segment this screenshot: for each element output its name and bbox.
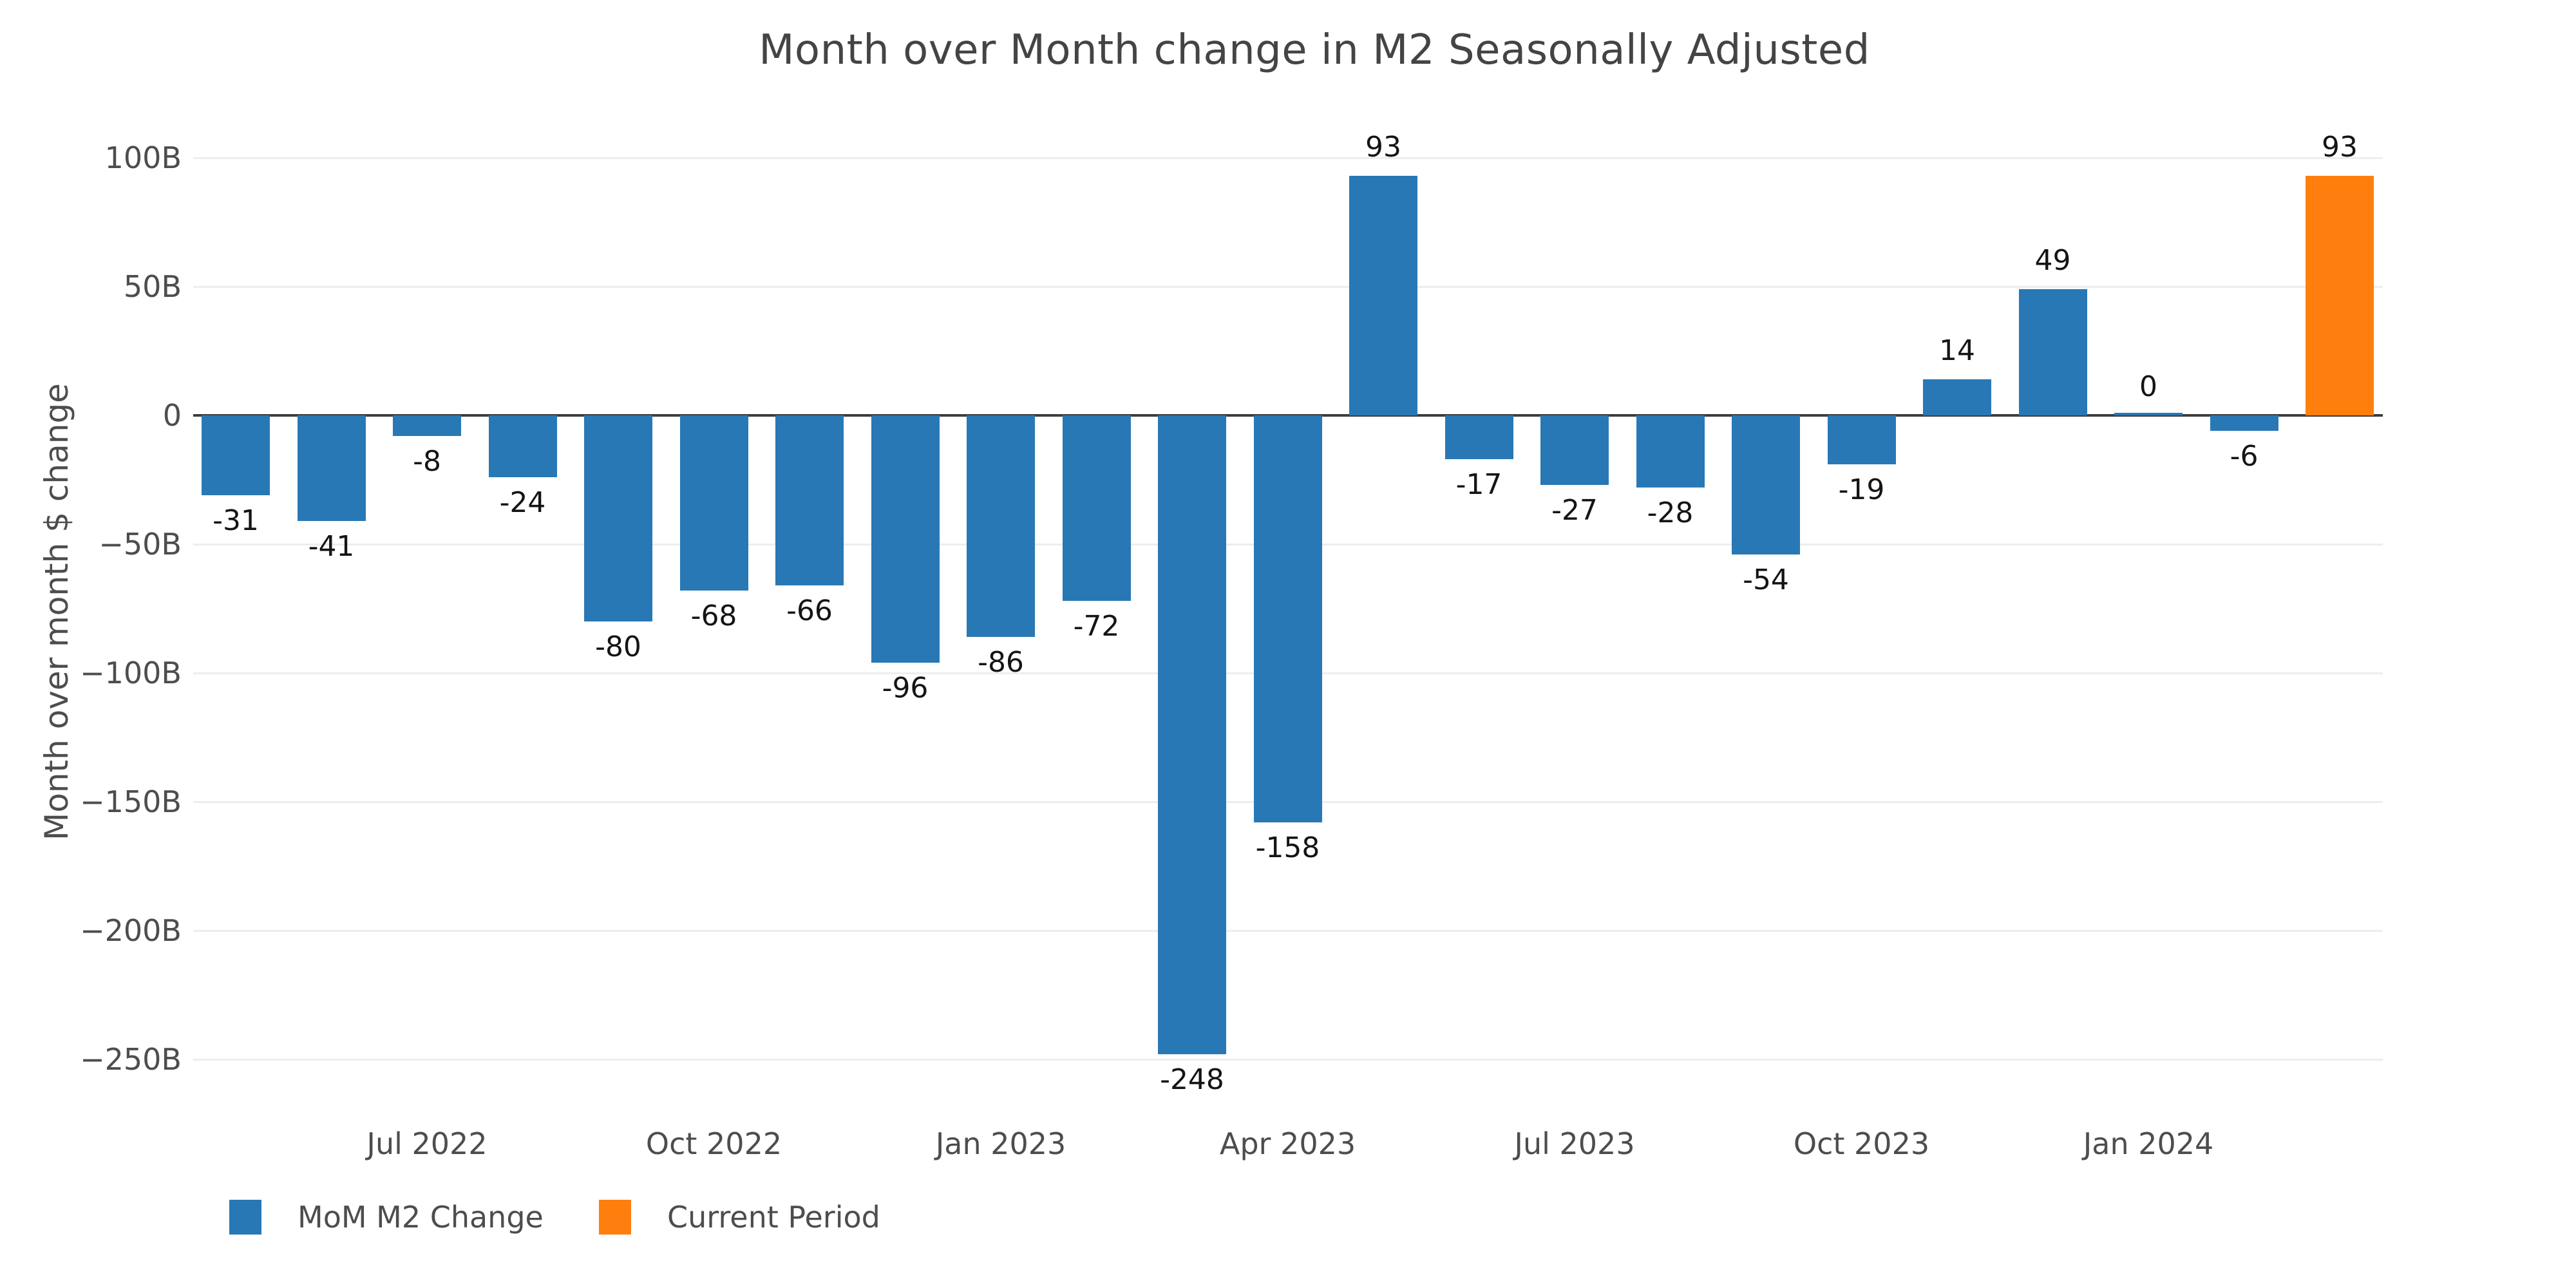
y-axis-tick-label: −100B	[80, 656, 182, 690]
chart-title: Month over Month change in M2 Seasonally…	[759, 26, 1870, 74]
bar-value-label: -248	[1160, 1063, 1224, 1096]
bar-value-label: -86	[978, 646, 1024, 679]
bar	[1732, 415, 1800, 554]
x-axis-tick-label: Oct 2022	[645, 1126, 782, 1161]
bar-value-label: 93	[1365, 131, 1401, 164]
bar	[2114, 413, 2183, 415]
y-axis-tick-label: 0	[162, 398, 182, 433]
bar	[1158, 415, 1226, 1054]
bar	[967, 415, 1035, 637]
bar	[202, 415, 270, 495]
bar-value-label: -41	[308, 530, 355, 563]
y-axis-tick-label: 50B	[123, 269, 182, 304]
bar-value-label: -24	[499, 486, 546, 519]
bar-value-label: 14	[1939, 334, 1975, 367]
bar-value-label: -8	[413, 445, 441, 478]
bar-value-label: -28	[1647, 497, 1694, 529]
bar	[1540, 415, 1609, 485]
x-axis-tick-label: Jul 2022	[366, 1126, 488, 1161]
y-axis-tick-label: −200B	[80, 913, 182, 948]
bar-value-label: -158	[1255, 831, 1320, 864]
x-axis-tick-label: Jan 2023	[935, 1126, 1066, 1161]
bar	[1827, 415, 1896, 464]
y-axis-tick-label: −250B	[80, 1042, 182, 1077]
gridline	[193, 285, 2383, 288]
bar-value-label: -6	[2230, 440, 2259, 473]
bar	[775, 415, 844, 585]
x-axis-tick-label: Jan 2024	[2083, 1126, 2214, 1161]
bar	[1923, 379, 1991, 415]
bar	[393, 415, 461, 436]
bar-value-label: -54	[1743, 564, 1789, 596]
y-axis-tick-label: 100B	[104, 140, 182, 175]
y-axis-tick-label: −150B	[80, 784, 182, 819]
bar	[584, 415, 652, 621]
bar-value-label: -31	[213, 504, 259, 537]
legend-swatch-mom-m2-change[interactable]	[229, 1200, 261, 1235]
bar-value-label: -96	[882, 672, 929, 705]
legend-label-current-period[interactable]: Current Period	[667, 1200, 880, 1235]
bar	[1062, 415, 1131, 601]
bar	[1636, 415, 1705, 488]
bar-value-label: -72	[1073, 610, 1120, 643]
bar-value-label: -27	[1551, 494, 1598, 527]
bar-value-label: -80	[595, 630, 641, 663]
bar	[1253, 415, 1322, 822]
legend-label-mom-m2-change[interactable]: MoM M2 Change	[298, 1200, 544, 1235]
gridline	[193, 1058, 2383, 1061]
bar-value-label: -68	[690, 600, 737, 632]
bar-value-label: -17	[1455, 468, 1502, 501]
gridline	[193, 156, 2383, 159]
bar	[871, 415, 940, 663]
bar-value-label: 49	[2034, 244, 2071, 277]
x-axis-tick-label: Apr 2023	[1219, 1126, 1356, 1161]
x-axis-tick-label: Oct 2023	[1793, 1126, 1930, 1161]
bar	[1349, 176, 1417, 415]
x-axis-tick-label: Jul 2023	[1514, 1126, 1635, 1161]
legend-swatch-current-period[interactable]	[599, 1200, 631, 1235]
bar	[2210, 415, 2278, 431]
gridline	[193, 929, 2383, 932]
bar-value-label: -19	[1838, 473, 1885, 506]
bar-current-period	[2306, 176, 2374, 415]
y-axis-title: Month over month $ change	[38, 383, 75, 840]
bar	[297, 415, 366, 521]
bar-value-label: 0	[2139, 370, 2157, 403]
bar-value-label: 93	[2322, 131, 2358, 164]
bar	[679, 415, 748, 591]
y-axis-tick-label: −50B	[99, 527, 182, 562]
bar	[488, 415, 557, 477]
bar	[1444, 415, 1513, 459]
bar-value-label: -66	[786, 594, 833, 627]
bar	[2018, 289, 2087, 415]
